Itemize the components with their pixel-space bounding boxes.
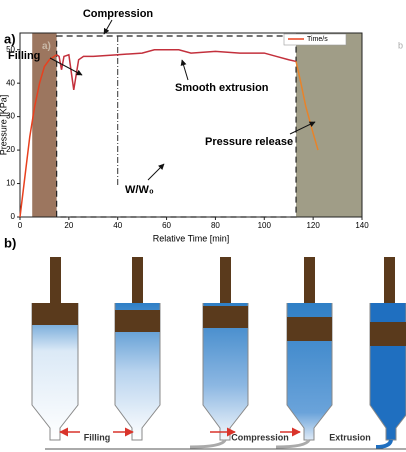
- y-tick-label: 10: [6, 179, 15, 188]
- legend-label: Time/s: [307, 36, 328, 43]
- y-tick-label: 50: [6, 45, 15, 54]
- phase-box: [56, 35, 297, 218]
- annotation: Smooth extrusion: [175, 82, 269, 94]
- data-line: [19, 54, 58, 218]
- arrow: [180, 59, 189, 81]
- x-tick-label: 80: [211, 221, 220, 230]
- region: [296, 33, 362, 217]
- legend-box: [283, 33, 347, 46]
- y-tick-label: 40: [6, 78, 15, 87]
- arrow: [289, 121, 316, 135]
- x-tick-label: 100: [258, 221, 272, 230]
- plot-frame: [19, 32, 363, 218]
- x-tick-label: 60: [162, 221, 171, 230]
- step-label: Compression: [231, 432, 289, 442]
- x-tick-label: 120: [306, 221, 320, 230]
- panel-label: a): [4, 31, 16, 46]
- syringes: [31, 257, 406, 449]
- inset-label: a): [42, 41, 51, 52]
- data-line: [295, 61, 319, 151]
- y-tick-label: 30: [6, 112, 15, 121]
- y-tick-label: 20: [6, 145, 15, 154]
- arrow: [103, 19, 113, 35]
- region: [32, 33, 57, 217]
- annotation: Filling: [8, 50, 40, 62]
- y-tick-label: 0: [11, 212, 16, 221]
- annotation: Pressure release: [205, 136, 293, 148]
- x-tick-label: 20: [64, 221, 73, 230]
- arrow: [49, 57, 83, 76]
- annotation: Compression: [83, 8, 154, 20]
- step-label: Extrusion: [329, 432, 371, 442]
- x-tick-label: 140: [355, 221, 369, 230]
- x-tick-label: 0: [18, 221, 23, 230]
- y-axis-label: Pressure [KPa]: [0, 95, 8, 156]
- x-axis-label: Relative Time [min]: [153, 233, 230, 243]
- arrow: [147, 163, 165, 181]
- corner-label: b: [398, 40, 403, 50]
- chart: 0 20 40 60 80 100 120 140 0 10 20 30 40 50 Relative Ti…: [0, 32, 369, 243]
- panel-label: b): [4, 235, 16, 250]
- annotation: W/W₀: [125, 184, 154, 196]
- data-line: [56, 48, 297, 90]
- x-tick-label: 40: [113, 221, 122, 230]
- step-label: Filling: [84, 432, 111, 442]
